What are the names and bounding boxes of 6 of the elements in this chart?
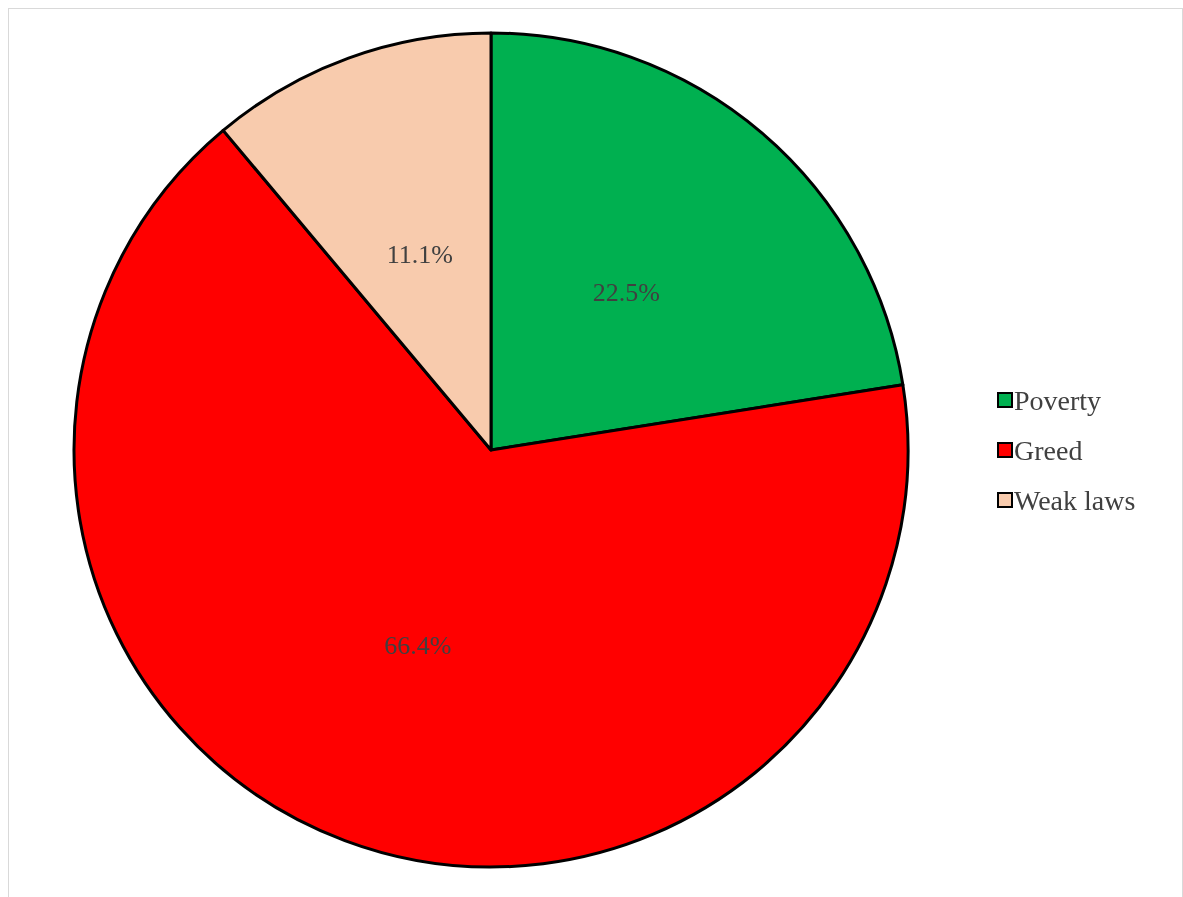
legend-label: Weak laws	[1014, 484, 1136, 516]
data-label: 11.1%	[386, 240, 453, 270]
legend-label: Greed	[1014, 434, 1083, 466]
legend-label: Poverty	[1014, 384, 1102, 416]
data-label: 22.5%	[592, 277, 660, 307]
data-label: 66.4%	[384, 631, 452, 661]
